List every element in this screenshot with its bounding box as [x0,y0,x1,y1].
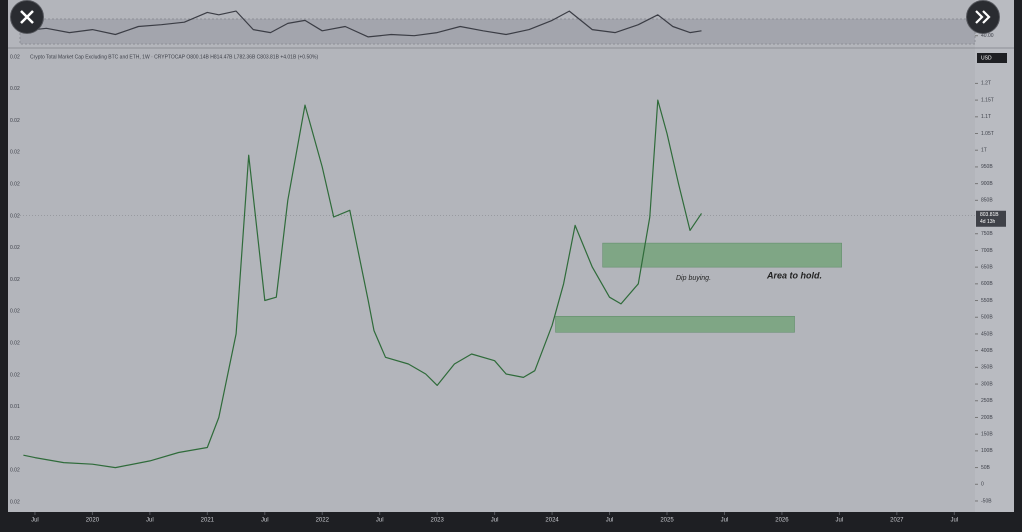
y-tick-label: 250B [981,398,993,404]
left-axis-label: 0.02 [10,277,20,283]
close-icon [20,10,34,24]
left-axis-label: 0.02 [10,213,20,219]
x-tick-label: Jul [491,518,499,524]
y-tick-label: 950B [981,164,993,170]
left-axis-label: 0.02 [10,182,20,188]
price-tag [976,210,1006,227]
left-axis-label: 0.02 [10,118,20,124]
x-tick-label: Jul [721,518,729,524]
y-tick-label: 700B [981,248,993,254]
indicator-band [19,18,976,45]
x-tick-label: Jul [376,518,384,524]
y-tick-label: 750B [981,231,993,237]
currency-badge [977,53,1007,63]
left-axis-label: 0.02 [10,372,20,378]
x-tick-label: 2022 [316,518,330,524]
expand-icon [975,10,991,24]
y-tick-label: 300B [981,381,993,387]
x-tick-label: Jul [836,518,844,524]
left-axis-label: 0.02 [10,341,20,347]
y-tick-label: 1.1T [981,114,991,120]
left-axis-label: 0.02 [10,309,20,315]
left-axis-label: 0.02 [10,468,20,474]
y-tick-label: 400B [981,348,993,354]
left-axis-label: 0.02 [10,54,20,60]
y-tick-label: 200B [981,415,993,421]
price-axis [975,0,1014,512]
y-tick-label: 450B [981,331,993,337]
close-button[interactable] [10,0,44,34]
y-tick-label: 350B [981,365,993,371]
x-tick-label: 2023 [430,518,444,524]
y-tick-label: 900B [981,181,993,187]
x-tick-label: 2021 [201,518,215,524]
zone [555,315,795,333]
x-tick-label: 2026 [775,518,789,524]
x-tick-label: Jul [950,518,958,524]
y-tick-label: 850B [981,198,993,204]
currency: USD [981,55,992,61]
plot-area [8,0,1014,512]
chart-header: Crypto Total Market Cap Excluding BTC an… [30,54,318,60]
y-tick-label: 600B [981,281,993,287]
x-tick-label: Jul [606,518,614,524]
y-tick-label: 1T [981,148,987,154]
x-tick-label: 2024 [545,518,559,524]
x-tick-label: Jul [261,518,269,524]
price-tag-label: 803.81B [980,212,999,218]
annotation: Area to hold. [766,270,822,280]
y-tick-label: 100B [981,448,993,454]
y-tick-label: 1.15T [981,97,994,103]
annotation: Dip buying. [676,275,711,282]
left-axis-label: 0.02 [10,500,20,506]
y-tick-label: 150B [981,431,993,437]
left-axis-label: 0.02 [10,436,20,442]
price-line [23,99,702,469]
y-tick-label: 40.00 [981,33,994,39]
x-tick-label: 2027 [890,518,904,524]
y-tick-label: 0 [981,482,984,488]
countdown: 4d 13h [980,219,996,225]
y-tick-label: 500B [981,315,993,321]
left-axis-label: 0.02 [10,86,20,92]
y-tick-label: 1.05T [981,131,994,137]
y-tick-label: 550B [981,298,993,304]
x-tick-label: Jul [146,518,154,524]
y-tick-label: 650B [981,264,993,270]
left-axis-label: 0.02 [10,150,20,156]
zone [602,242,842,268]
price-line [23,10,702,38]
left-axis-label: 0.01 [10,404,20,410]
x-tick-label: 2025 [660,518,674,524]
expand-button[interactable] [966,0,1000,34]
left-axis-label: 0.02 [10,245,20,251]
y-tick-label: 50B [981,465,991,471]
x-tick-label: 2020 [86,518,100,524]
x-tick-label: Jul [31,518,39,524]
y-tick-label: 1.2T [981,81,991,87]
y-tick-label: -50B [981,498,992,504]
